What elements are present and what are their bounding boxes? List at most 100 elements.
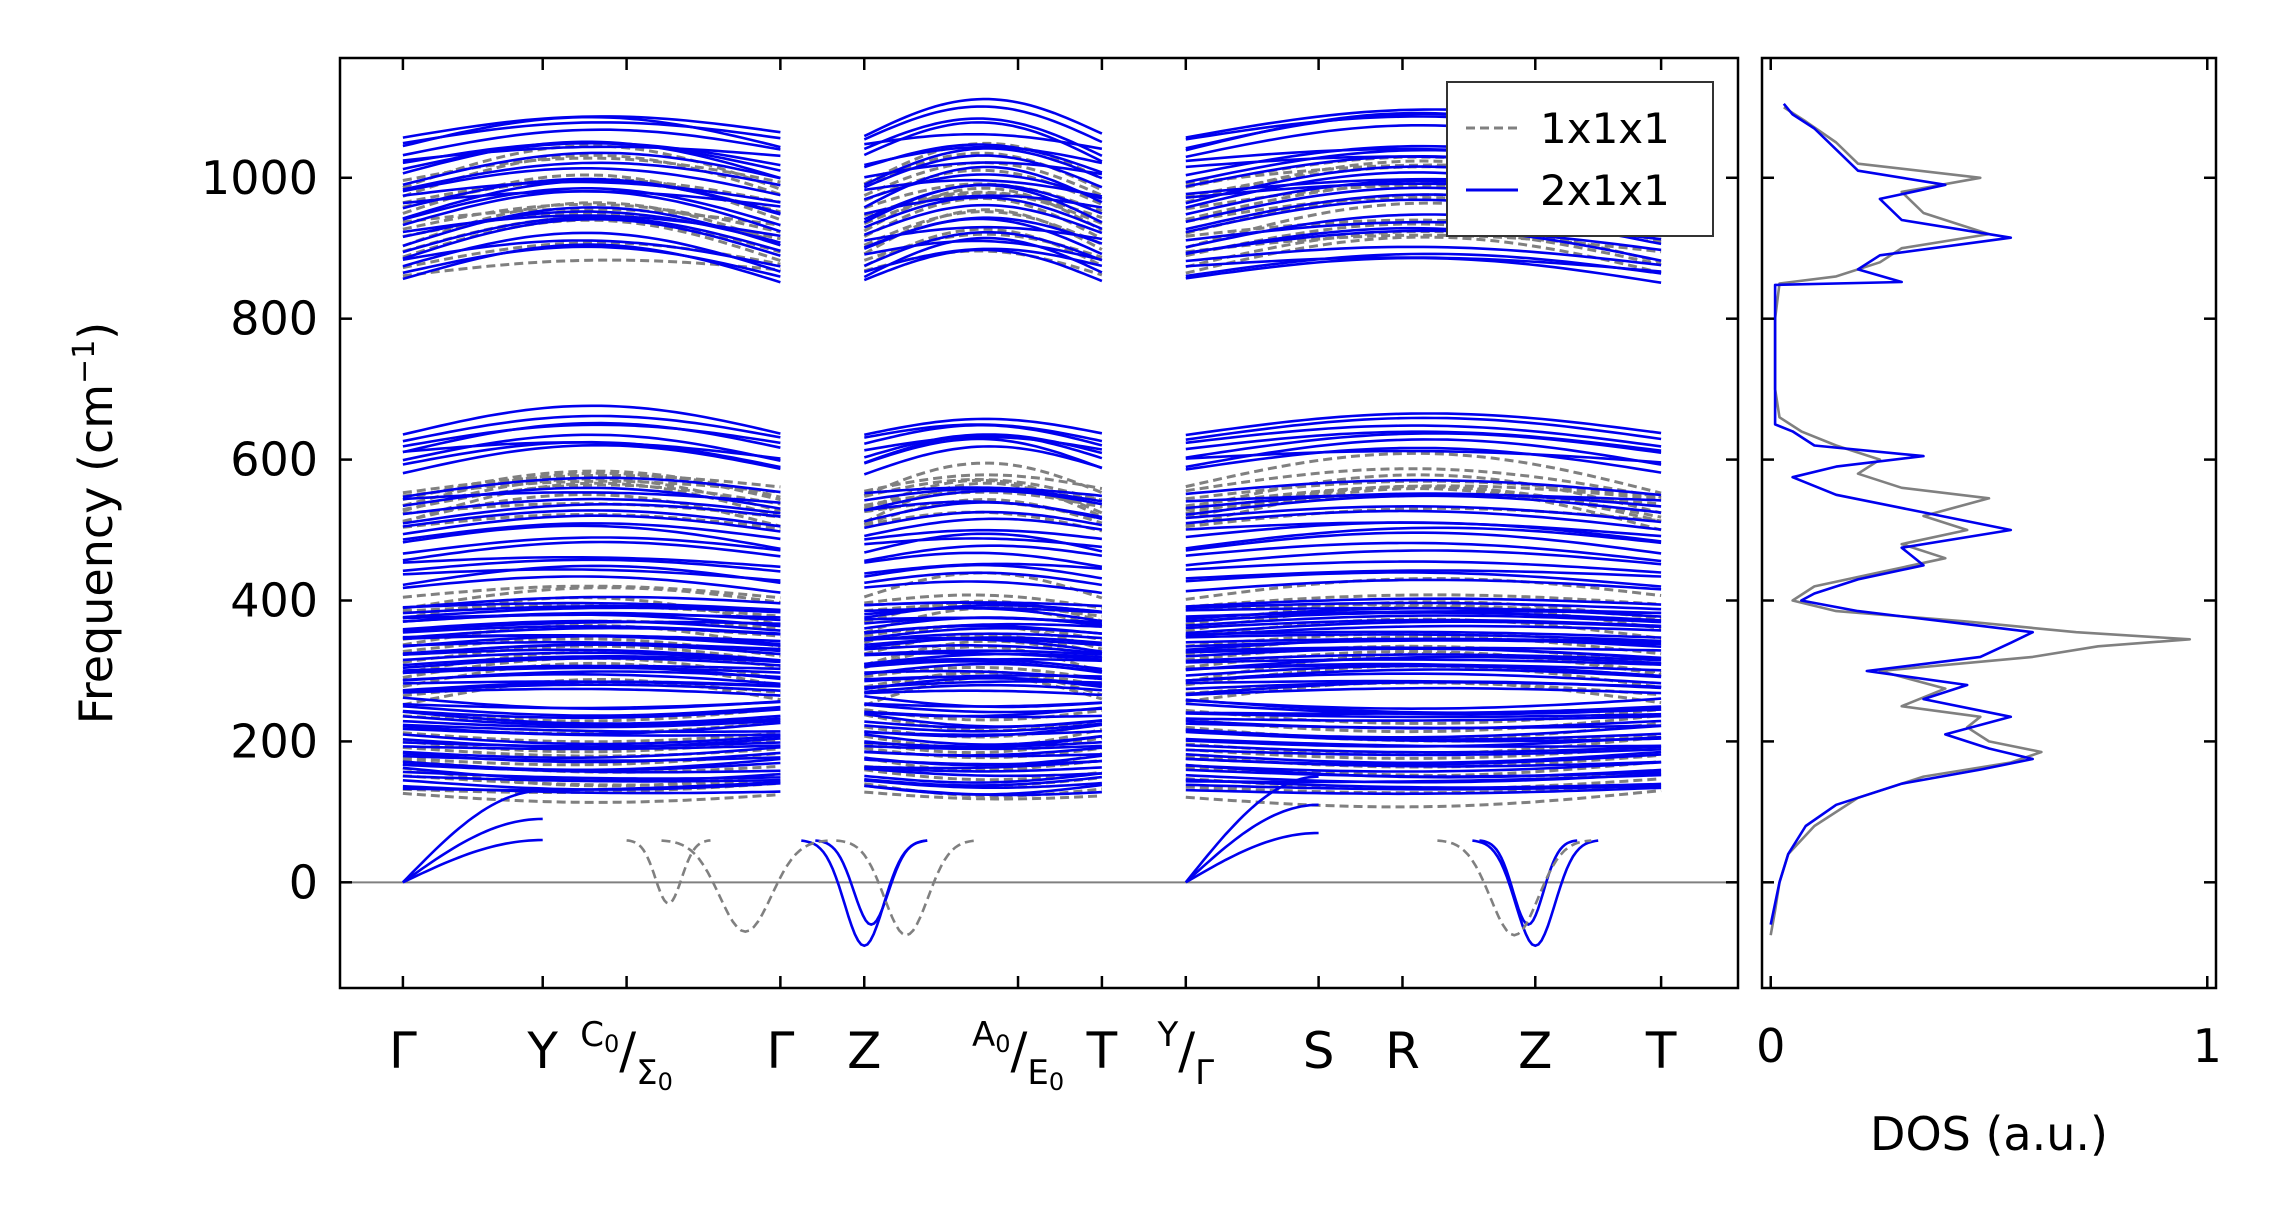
band-line-2x1x1-12-seg1 (864, 744, 1102, 751)
band-line-1x1x1-3-seg1 (864, 665, 1103, 681)
band-line-2x1x1-22-seg2 (1185, 618, 1662, 630)
dos-curve-2x1x1 (1769, 102, 2034, 925)
band-line-2x1x1-10-seg0 (402, 654, 781, 667)
band-line-2x1x1-1-seg2 (1185, 571, 1662, 588)
k-label-c0-sigma0-sup-sub: 0 (604, 1030, 619, 1058)
band-line-2x1x1-20-seg0 (402, 141, 781, 167)
band-line-2x1x1-22-seg0 (402, 620, 781, 632)
band-line-2x1x1-13-seg1 (864, 649, 1102, 656)
band-line-2x1x1-10-seg2 (1185, 658, 1662, 666)
acoustic-branch-gamma-y-2 (401, 789, 543, 884)
band-line-2x1x1-11-seg1 (864, 746, 1103, 757)
band-line-1x1x1-7-seg2 (1185, 735, 1662, 756)
acoustic-branch-gamma-s-0 (1185, 831, 1319, 884)
band-line-2x1x1-25-seg1 (864, 694, 1102, 709)
band-line-1x1x1-4-seg1 (863, 210, 1103, 247)
band-line-2x1x1-6-seg0 (402, 414, 781, 443)
band-line-2x1x1-14-seg0 (402, 737, 781, 749)
band-line-2x1x1-0-seg0 (402, 687, 781, 697)
band-line-2x1x1-23-seg1 (864, 133, 1103, 151)
band-line-2x1x1-8-seg0 (402, 214, 781, 238)
band-line-2x1x1-6-seg1 (864, 423, 1103, 443)
band-line-2x1x1-7-seg2 (1185, 526, 1662, 550)
band-line-2x1x1-11-seg1 (863, 183, 1103, 221)
band-line-1x1x1-9-seg0 (402, 473, 781, 495)
band-line-2x1x1-0-seg2 (1185, 786, 1662, 796)
band-line-2x1x1-11-seg0 (402, 746, 781, 760)
band-line-2x1x1-15-seg1 (864, 733, 1103, 746)
band-line-2x1x1-8-seg0 (402, 522, 781, 541)
band-line-2x1x1-8-seg2 (1185, 663, 1662, 672)
band-line-2x1x1-10-seg1 (864, 510, 1103, 530)
band-line-2x1x1-9-seg1 (864, 517, 1103, 538)
band-line-2x1x1-1-seg0 (402, 245, 781, 278)
k-label-y-gamma-sup: Y (1156, 1015, 1178, 1055)
band-line-2x1x1-8-seg1 (863, 203, 1103, 237)
band-line-1x1x1-8-seg2 (1185, 467, 1662, 499)
soft-mode-4 (1479, 839, 1578, 927)
band-line-1x1x1-7-seg1 (863, 477, 1103, 502)
k-label-a0-e0-sup-sub: 0 (995, 1030, 1010, 1058)
band-line-2x1x1-18-seg1 (864, 161, 1103, 179)
legend-box (1446, 81, 1714, 237)
band-line-2x1x1-20-seg0 (402, 624, 781, 635)
band-line-2x1x1-22-seg0 (402, 128, 781, 157)
band-line-2x1x1-17-seg2 (1185, 637, 1662, 644)
k-label-t-2: T (1645, 1022, 1677, 1080)
band-line-1x1x1-8-seg1 (863, 190, 1103, 220)
band-line-2x1x1-4-seg1 (864, 551, 1103, 569)
band-line-2x1x1-24-seg2 (1185, 698, 1662, 715)
band-line-1x1x1-7-seg0 (402, 207, 781, 227)
band-line-2x1x1-4-seg0 (402, 555, 781, 569)
band-line-2x1x1-4-seg1 (864, 435, 1103, 452)
band-line-1x1x1-2-seg1 (863, 481, 1103, 524)
band-line-2x1x1-15-seg0 (402, 167, 781, 197)
soft-mode-5 (1437, 839, 1592, 937)
band-line-1x1x1-0-seg2 (1185, 235, 1662, 275)
soft-mode-2 (836, 839, 977, 937)
band-line-2x1x1-25-seg0 (402, 115, 781, 139)
band-line-2x1x1-15-seg0 (402, 476, 781, 499)
band-line-2x1x1-2-seg2 (1185, 256, 1662, 273)
band-line-2x1x1-22-seg1 (863, 117, 1103, 157)
band-line-1x1x1-8-seg0 (402, 731, 781, 744)
band-line-2x1x1-25-seg0 (402, 696, 781, 711)
band-line-1x1x1-8-seg2 (1185, 728, 1662, 743)
band-line-2x1x1-7-seg1 (864, 225, 1103, 242)
band-line-2x1x1-14-seg0 (402, 180, 781, 204)
band-line-2x1x1-3-seg1 (863, 230, 1103, 268)
k-label-t-1: T (1086, 1022, 1118, 1080)
band-line-2x1x1-12-seg1 (864, 500, 1103, 519)
band-line-2x1x1-5-seg1 (864, 544, 1103, 563)
band-line-2x1x1-13-seg0 (402, 189, 781, 208)
band-line-2x1x1-12-seg0 (402, 648, 781, 662)
k-label-y-1: Y (526, 1022, 558, 1080)
band-line-2x1x1-3-seg0 (402, 239, 781, 268)
band-line-2x1x1-15-seg2 (1185, 478, 1662, 497)
band-line-1x1x1-9-seg2 (1185, 451, 1662, 495)
band-line-1x1x1-6-seg2 (1185, 635, 1662, 656)
band-line-2x1x1-3-seg0 (402, 441, 781, 460)
band-line-2x1x1-7-seg1 (864, 537, 1103, 549)
band-line-2x1x1-29-seg2 (1185, 597, 1662, 608)
band-line-2x1x1-6-seg0 (402, 536, 781, 555)
band-line-2x1x1-4-seg0 (402, 218, 781, 260)
band-line-2x1x1-20-seg1 (863, 145, 1103, 167)
band-line-2x1x1-17-seg0 (402, 723, 781, 734)
k-label-c0-sigma0: C0/Σ0 (580, 1015, 673, 1096)
band-line-2x1x1-12-seg1 (864, 194, 1103, 216)
k-label-z-2: Z (1518, 1022, 1552, 1080)
band-line-1x1x1-12-seg2 (1185, 593, 1662, 609)
band-line-1x1x1-9-seg1 (863, 606, 1103, 635)
band-line-1x1x1-11-seg1 (863, 161, 1103, 197)
band-line-2x1x1-11-seg0 (402, 651, 781, 663)
soft-mode-1 (815, 839, 928, 926)
legend: 1x1x1 2x1x1 (1446, 81, 1714, 237)
band-line-2x1x1-25-seg0 (402, 613, 781, 620)
band-line-2x1x1-0-seg1 (864, 580, 1103, 595)
band-line-2x1x1-5-seg0 (402, 216, 781, 254)
soft-mode-3 (1472, 839, 1599, 948)
band-line-2x1x1-4-seg2 (1185, 672, 1662, 685)
band-line-2x1x1-23-seg0 (402, 705, 781, 717)
